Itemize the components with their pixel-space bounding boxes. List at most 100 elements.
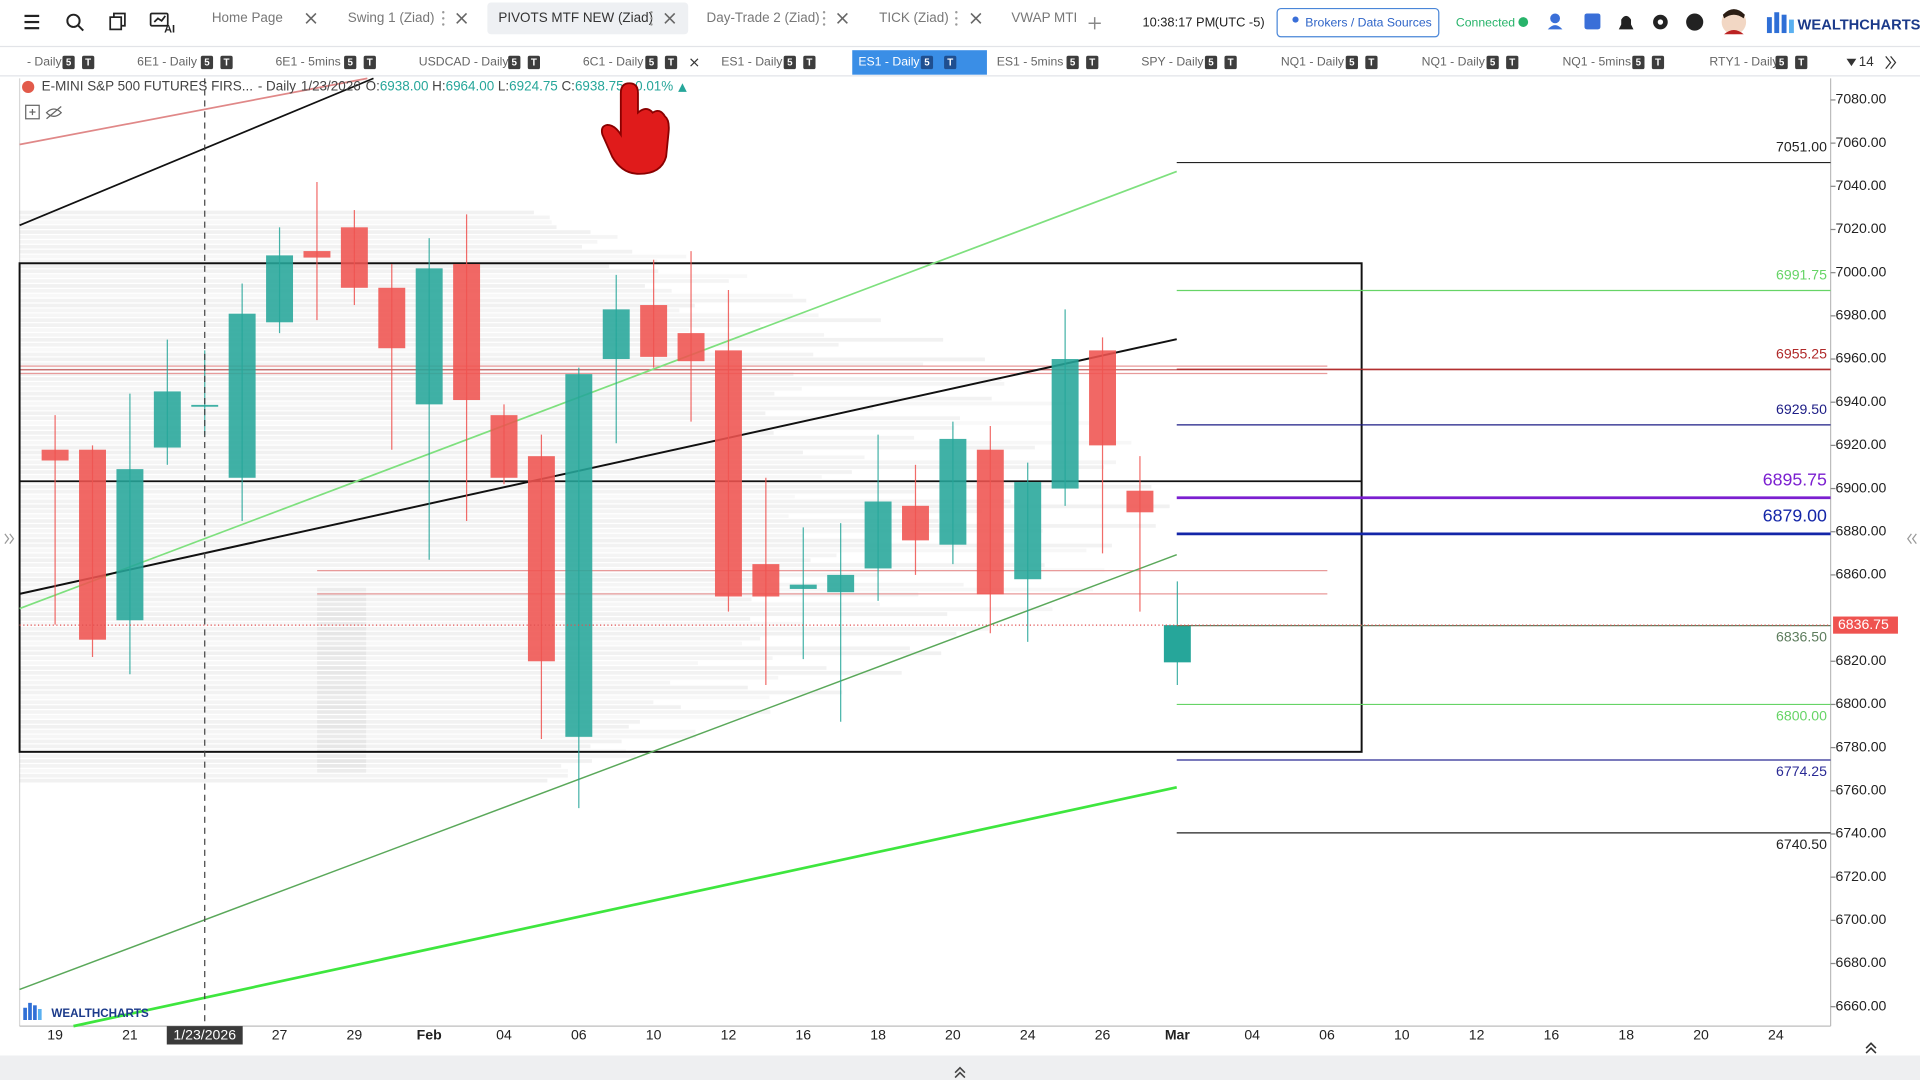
- volume-profile-bar: [19, 377, 1002, 381]
- symbol-tab[interactable]: RTY1 - Daily: [1709, 55, 1779, 69]
- layout-tab[interactable]: TICK (Ziad): [879, 10, 949, 25]
- tab-menu-dot[interactable]: [650, 17, 653, 20]
- status-dot: [1518, 17, 1529, 27]
- volume-profile-bar: [317, 695, 367, 700]
- tab-badge: [527, 55, 540, 70]
- tab-menu-dot[interactable]: [650, 23, 653, 26]
- candle-body: [565, 374, 593, 737]
- tab-menu-dot[interactable]: [442, 11, 445, 14]
- trendline[interactable]: [19, 77, 368, 146]
- scroll-top-button[interactable]: [1865, 1047, 1877, 1054]
- volume-profile-bar: [19, 582, 964, 587]
- tab-menu-dot[interactable]: [822, 11, 826, 14]
- trendline[interactable]: [19, 170, 1178, 610]
- tab-menu-dot[interactable]: [442, 23, 445, 26]
- symbol-tab[interactable]: 6E1 - 5mins: [276, 55, 341, 69]
- right-panel-toggle[interactable]: [1911, 533, 1917, 545]
- tab-close[interactable]: [970, 12, 982, 24]
- volume-profile-bar: [19, 514, 789, 518]
- watermark-logo: [23, 1002, 42, 1020]
- layout-tab[interactable]: PIVOTS MTF NEW (Ziad): [498, 10, 653, 25]
- avatar[interactable]: [1721, 9, 1747, 35]
- right-panel-toggle[interactable]: [1906, 533, 1912, 545]
- tab-close[interactable]: [456, 12, 468, 24]
- layout-tab[interactable]: Home Page: [212, 10, 283, 25]
- bottom-panel-toggle[interactable]: [954, 1071, 966, 1079]
- active-layout-tab[interactable]: [487, 2, 689, 35]
- trendline[interactable]: [73, 786, 1178, 1028]
- toolbar-icons[interactable]: [1547, 13, 1704, 31]
- brokers-button[interactable]: [1276, 7, 1440, 38]
- tab-menu-dot[interactable]: [822, 17, 826, 20]
- volume-profile-bar: [317, 587, 367, 592]
- tab-badge: [803, 55, 816, 70]
- volume-profile-bar: [317, 646, 367, 651]
- volume-profile-bar: [19, 710, 771, 714]
- candle-body: [490, 415, 518, 478]
- ohlc-value: 6964.00: [446, 79, 495, 94]
- active-symbol-tab[interactable]: [852, 50, 987, 75]
- tab-badge: [1345, 55, 1358, 70]
- tabs-dropdown[interactable]: [1846, 58, 1857, 67]
- tab-badge-label: T: [1228, 58, 1234, 69]
- symbol-tab[interactable]: NQ1 - Daily: [1422, 55, 1486, 69]
- symbol-tab[interactable]: SPY - Daily: [1141, 55, 1204, 69]
- tab-close[interactable]: [690, 58, 699, 67]
- volume-profile-bar: [317, 754, 367, 758]
- tab-close[interactable]: [305, 12, 317, 24]
- tab-close[interactable]: [664, 12, 676, 24]
- search-button[interactable]: [66, 13, 84, 32]
- tab-menu-dot[interactable]: [955, 23, 958, 26]
- left-panel-toggle[interactable]: [9, 533, 15, 545]
- candle-body: [1051, 359, 1079, 489]
- trendline[interactable]: [19, 338, 1177, 595]
- tab-menu-dot[interactable]: [442, 17, 445, 20]
- symbol-tab[interactable]: ES1 - 5mins: [997, 55, 1064, 69]
- layout-tab[interactable]: VWAP MTI: [1011, 10, 1077, 25]
- tab-badge-label: 5: [924, 58, 930, 69]
- symbol-tab[interactable]: NQ1 - 5mins: [1562, 55, 1631, 69]
- layouts-button[interactable]: [109, 12, 126, 31]
- layout-tab[interactable]: Day-Trade 2 (Ziad): [707, 10, 820, 25]
- volume-profile-bar: [19, 259, 658, 264]
- layout-tab[interactable]: Swing 1 (Ziad): [348, 10, 435, 25]
- header-icons[interactable]: [25, 104, 63, 120]
- symbol-tab[interactable]: ES1 - Daily: [721, 55, 783, 69]
- trendline[interactable]: [19, 77, 374, 227]
- price-tick-label: 6980.00: [1836, 307, 1887, 323]
- tab-menu-dot[interactable]: [955, 17, 958, 20]
- symbol-tab[interactable]: USDCAD - Daily: [419, 55, 510, 69]
- add-tab-button[interactable]: [1088, 17, 1101, 30]
- symbol-tab[interactable]: 6C1 - Daily: [583, 55, 644, 69]
- tabs-scroll[interactable]: [1885, 55, 1892, 69]
- tab-menu-dot[interactable]: [822, 23, 826, 26]
- trendline[interactable]: [19, 554, 1177, 991]
- tab-close[interactable]: [836, 12, 848, 24]
- volume-profile-bar: [317, 602, 367, 607]
- symbol-tab[interactable]: 6E1 - Daily: [137, 55, 198, 69]
- brokers-label[interactable]: Brokers / Data Sources: [1305, 15, 1431, 29]
- tab-badge-label: 5: [1490, 58, 1496, 69]
- tab-menu-dot[interactable]: [650, 11, 653, 14]
- tab-badge-label: 5: [512, 58, 518, 69]
- scroll-top-button[interactable]: [1865, 1042, 1877, 1049]
- tab-badge: [1365, 55, 1378, 70]
- symbol-tab[interactable]: NQ1 - Daily: [1281, 55, 1345, 69]
- tab-badge-label: T: [1655, 58, 1661, 69]
- menu-button[interactable]: [24, 14, 40, 30]
- price-tick-label: 6700.00: [1836, 911, 1887, 927]
- tab-badge-label: 5: [1349, 58, 1355, 69]
- tab-menu-dot[interactable]: [955, 11, 958, 14]
- bottom-panel-toggle[interactable]: [954, 1066, 966, 1074]
- symbol-tab[interactable]: - Daily: [27, 55, 63, 69]
- ai-button[interactable]: [149, 12, 169, 27]
- price-level-label: 6955.25: [1776, 345, 1827, 361]
- connection-status: Connected: [1456, 15, 1515, 29]
- chart-area[interactable]: [19, 78, 1831, 1027]
- symbol-tab[interactable]: ES1 - Daily: [858, 55, 920, 69]
- tabs-scroll[interactable]: [1890, 55, 1897, 69]
- time-tick-label: 20: [945, 1027, 961, 1043]
- volume-profile-bar: [19, 744, 591, 749]
- symbol-interval: - Daily: [258, 79, 296, 94]
- left-panel-toggle[interactable]: [4, 533, 10, 545]
